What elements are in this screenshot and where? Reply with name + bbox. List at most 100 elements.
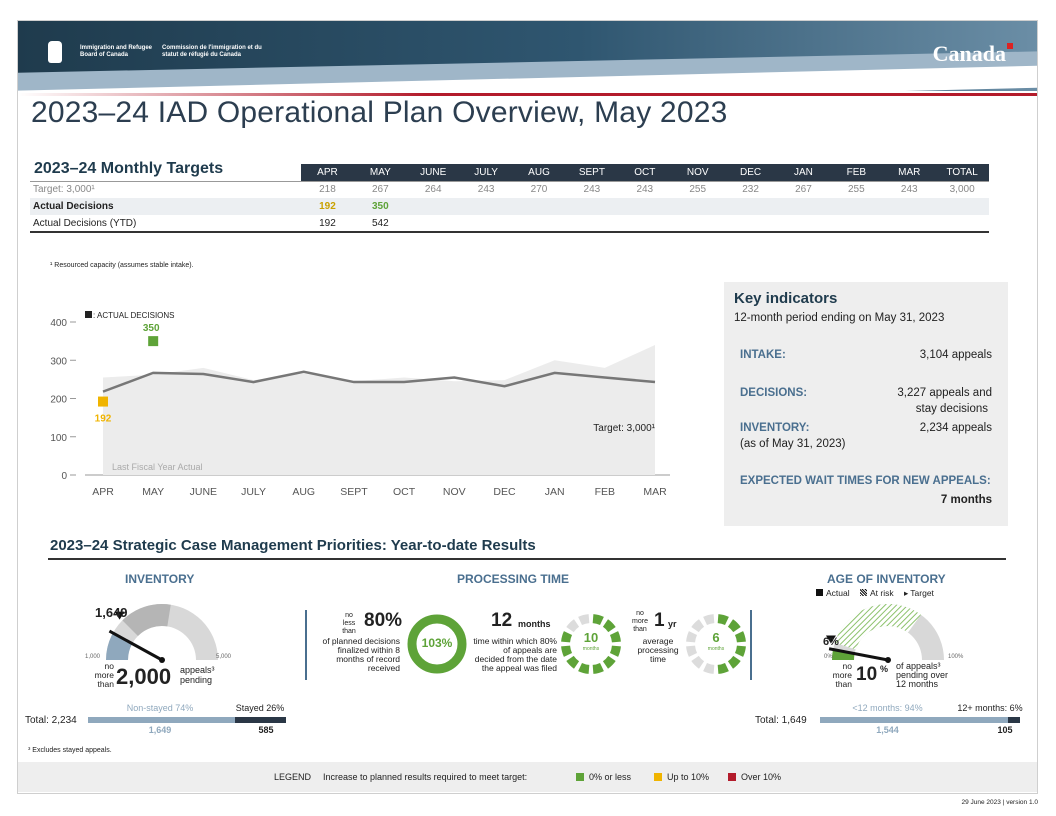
table-row-actual: Actual Decisions 192 350 [30, 198, 989, 215]
legend-red-swatch [728, 773, 736, 781]
gauge-pivot [159, 657, 165, 663]
inventory-bar-right-value: 585 [258, 725, 274, 735]
x-tick-label: JULY [241, 486, 266, 498]
table-cell: 243 [618, 180, 672, 198]
legend-green-swatch [576, 773, 584, 781]
header-spacer [30, 164, 301, 181]
inventory-split-bar [88, 717, 286, 723]
table-cell [935, 215, 989, 233]
row-label: Target: 3,000¹ [30, 180, 301, 198]
col-header: SEPT [565, 164, 619, 181]
ring-segment [691, 655, 705, 669]
red-accent-line [18, 93, 1037, 96]
results-legend: LEGEND Increase to planned results requi… [18, 762, 1037, 792]
gauge-fill-actual [106, 633, 133, 660]
p3-ring [686, 614, 746, 674]
inventory-bar-right-label: Stayed 26% [235, 703, 285, 713]
p3-ring-unit: months [707, 646, 725, 652]
legend-yellow: Up to 10% [654, 772, 709, 782]
government-banner: Immigration and Refugee Board of Canada … [18, 21, 1037, 91]
table-cell [565, 198, 619, 215]
table-cell [829, 198, 883, 215]
p3-ring-value: 6 [712, 630, 720, 645]
legend-green: 0% or less [576, 772, 631, 782]
x-tick-label: JUNE [190, 486, 217, 498]
legend-target-icon: ▸ [904, 588, 909, 598]
flag-icon [1007, 43, 1013, 49]
col-header: MAR [882, 164, 936, 181]
x-tick-label: OCT [393, 486, 416, 498]
inventory-bar-left-label: Non-stayed 74% [126, 703, 194, 713]
x-tick-label: AUG [292, 486, 315, 498]
inventory-section-title: INVENTORY [125, 572, 195, 586]
p1-target: 80% [364, 610, 403, 631]
inventory-target: 2,000 [116, 664, 172, 689]
inventory-total: Total: 2,234 [25, 715, 77, 726]
ring-segment [578, 614, 590, 626]
intake-value: 3,104 appeals [919, 349, 992, 361]
wait-times-value: 7 months [940, 494, 992, 506]
row-label: Actual Decisions [30, 198, 301, 215]
table-cell [882, 215, 936, 233]
x-tick-label: NOV [443, 486, 466, 498]
targets-footnote: ¹ Resourced capacity (assumes stable int… [50, 262, 194, 269]
priorities-divider [48, 558, 1006, 560]
monthly-targets-table: APR MAY JUNE JULY AUG SEPT OCT NOV DEC J… [30, 164, 989, 233]
y-tick-label: 0 [61, 471, 67, 482]
table-cell [459, 215, 513, 233]
inventory-bar-left-value: 1,649 [148, 725, 172, 735]
table-cell: 243 [882, 180, 936, 198]
table-cell [406, 215, 460, 233]
page-title: 2023–24 IAD Operational Plan Overview, M… [31, 96, 728, 129]
ring-segment [578, 662, 590, 674]
inventory-gauge [106, 604, 218, 663]
ring-segment [717, 614, 729, 626]
gauge-at-risk [834, 604, 921, 650]
gauge-fill-actual [832, 649, 855, 660]
ring-segment [561, 631, 573, 643]
col-header: OCT [618, 164, 672, 181]
table-cell: 255 [829, 180, 883, 198]
table-cell: 243 [459, 180, 513, 198]
ring-segment [703, 614, 715, 626]
actual-point [98, 396, 108, 407]
table-cell: 255 [671, 180, 725, 198]
actual-point-label: 192 [95, 414, 112, 425]
y-tick-label: 100 [50, 433, 67, 444]
inventory-gauge-max: 5,000 [216, 654, 232, 660]
p1-ring-value: 103% [421, 636, 453, 650]
target-line [102, 370, 656, 393]
ring-segment [609, 631, 621, 643]
priorities-footnote: ³ Excludes stayed appeals. [28, 747, 112, 754]
p2-unit: months [518, 619, 551, 629]
area-label: Last Fiscal Year Actual [112, 462, 203, 472]
inventory-gauge-value: 1,649 [95, 605, 128, 620]
table-cell [459, 198, 513, 215]
gauge-at-risk [122, 604, 171, 636]
table-cell: 542 [353, 215, 407, 233]
age-bar-left-label: <12 months: 94% [852, 703, 923, 713]
processing-left-divider [305, 610, 307, 680]
legend-yellow-swatch [654, 773, 662, 781]
legend-description: Increase to planned results required to … [323, 772, 528, 782]
page: Immigration and Refugee Board of Canada … [17, 20, 1038, 794]
table-cell: 264 [406, 180, 460, 198]
y-tick-label: 300 [50, 356, 67, 367]
legend-target-label: Target [910, 588, 934, 598]
col-header: MAY [353, 164, 407, 181]
p2-target: 12 [491, 610, 513, 631]
col-header: NOV [671, 164, 725, 181]
decisions-line-chart: 0 100 200 300 400 Last Fiscal Year Actual Targ… [50, 311, 670, 498]
ring-segment [602, 619, 616, 633]
legend-actual-label: Actual [826, 588, 850, 598]
ring-segment [703, 662, 715, 674]
gauge-pivot [885, 657, 891, 663]
table-cell [618, 198, 672, 215]
gauge-needle [828, 647, 889, 662]
table-cell: 3,000 [935, 180, 989, 198]
legend-swatch [85, 311, 92, 318]
p1-ring [407, 614, 467, 674]
inventory-date: (as of May 31, 2023) [740, 438, 846, 450]
wait-times-label: EXPECTED WAIT TIMES FOR NEW APPEALS: [740, 475, 991, 487]
legend-yellow-label: Up to 10% [667, 772, 710, 782]
